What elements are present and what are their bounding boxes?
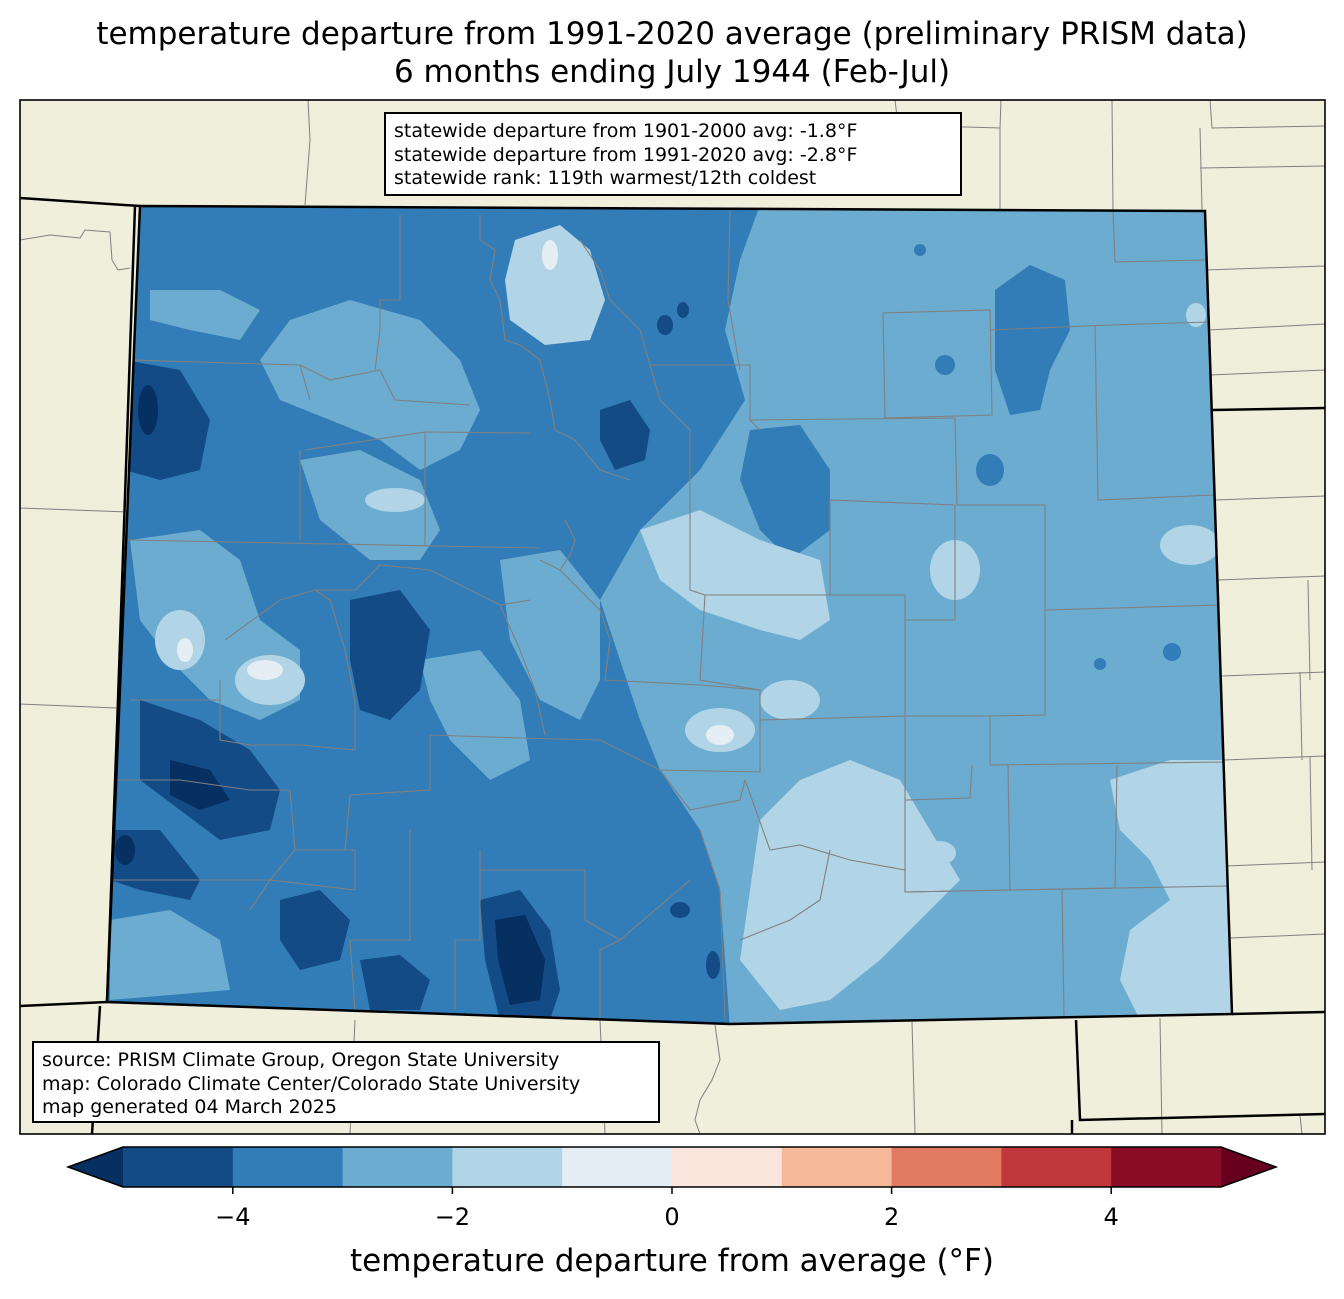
stats-rank: statewide rank: 119th warmest/12th colde… [394, 167, 817, 189]
temperature-departure-field [107, 206, 1232, 1024]
anomaly-spot-minus-2-i [1186, 303, 1206, 327]
colorbar-bin-5 [672, 1147, 783, 1187]
anomaly-band-minus-4-to-minus-3-northeast [995, 265, 1070, 415]
colorbar-bin-4 [562, 1147, 673, 1187]
anomaly-spot-minus-3-b [935, 355, 955, 375]
colorbar-bin-9 [1111, 1147, 1222, 1187]
colorbar-bin-8 [1001, 1147, 1112, 1187]
statewide-stats-box: statewide departure from 1901-2000 avg: … [384, 112, 962, 196]
map-area [20, 100, 1325, 1134]
anomaly-spot-below-minus-4-d [670, 902, 690, 918]
colorbar-bin-0 [123, 1147, 234, 1187]
anomaly-band-below-minus-4-south-central [280, 890, 350, 970]
anomaly-spot-below-minus-5-a [138, 385, 158, 435]
anomaly-spot-minus-2-c [760, 680, 820, 720]
anomaly-band-below-minus-5-southwest [170, 760, 230, 810]
colorbar-bin-2 [342, 1147, 453, 1187]
anomaly-band-below-minus-4-south [360, 955, 430, 1010]
anomaly-band-below-minus-4-front-range [600, 400, 650, 470]
anomaly-spot-minus-3-e [914, 244, 926, 256]
anomaly-band-minus-3-to-minus-2-southwest [110, 910, 230, 1000]
source-line: source: PRISM Climate Group, Oregon Stat… [42, 1049, 560, 1071]
anomaly-spot-minus-1-b [706, 725, 734, 745]
anomaly-band-minus-3-to-minus-2-northwest [150, 290, 260, 340]
anomaly-band-minus-2-to-minus-1-northeast-plains [640, 510, 830, 640]
anomaly-band-minus-4-to-minus-3-front-range [740, 425, 830, 560]
map-title-line2: 6 months ending July 1944 (Feb-Jul) [393, 54, 951, 90]
anomaly-band-minus-2-to-minus-1-far-southeast [1110, 760, 1232, 1020]
colorbar [65, 1146, 1279, 1194]
colorbar-under-arrow [68, 1147, 123, 1187]
anomaly-spot-below-minus-4-c [706, 951, 720, 979]
anomaly-band-below-minus-4-san-juans [350, 590, 430, 720]
anomaly-spot-minus-2-f [155, 610, 205, 670]
colorbar-bin-1 [232, 1147, 344, 1187]
map-credit-line: map: Colorado Climate Center/Colorado St… [42, 1072, 581, 1095]
generated-date-line: map generated 04 March 2025 [42, 1096, 337, 1118]
anomaly-band-minus-2-to-minus-1-north-park [505, 225, 605, 345]
anomaly-spot-minus-2-g [365, 488, 425, 512]
anomaly-band-minus-3-to-minus-2-south-central [420, 650, 530, 780]
anomaly-spot-below-minus-4-a [657, 315, 673, 335]
colorbar-bin-6 [781, 1147, 893, 1187]
anomaly-spot-below-minus-4-b [677, 302, 689, 318]
colorbar-over-arrow [1221, 1147, 1276, 1187]
map-frame [19, 99, 1326, 1135]
anomaly-spot-minus-2-h [924, 841, 956, 865]
colorado-county-lines [110, 209, 1229, 1021]
anomaly-band-below-minus-5-sangre-de-cristo [495, 915, 545, 1005]
colorbar-tick-label: 0 [664, 1203, 680, 1231]
anomaly-band-minus-3-to-minus-2-interior [260, 300, 480, 470]
anomaly-spot-minus-2-b [1160, 525, 1220, 565]
anomaly-spot-below-minus-5-b [115, 835, 135, 865]
source-credits-box: source: PRISM Climate Group, Oregon Stat… [32, 1041, 660, 1123]
colorado-border [105, 204, 1234, 1026]
colorbar-tick-label: 4 [1103, 1203, 1119, 1231]
anomaly-spot-minus-3-c [1163, 643, 1181, 661]
anomaly-spot-minus-1-c [247, 660, 283, 680]
colorbar-tick-label: −2 [434, 1203, 471, 1231]
anomaly-band-minus-3-to-minus-2-san-luis [500, 550, 600, 720]
colorbar-bin-7 [891, 1147, 1002, 1187]
map-title-line1: temperature departure from 1991-2020 ave… [96, 16, 1248, 52]
anomaly-spot-minus-1-a [542, 240, 558, 270]
stats-departure-1901-2000: statewide departure from 1901-2000 avg: … [394, 120, 858, 142]
colorbar-outline [65, 1146, 1279, 1188]
anomaly-spot-minus-3-a [976, 454, 1004, 486]
colorbar-tick-label: −4 [215, 1203, 251, 1231]
stats-departure-1991-2020: statewide departure from 1991-2020 avg: … [394, 143, 858, 166]
colorbar-bin-3 [452, 1147, 563, 1187]
anomaly-spot-minus-1-d [177, 638, 193, 662]
colorbar-tick-label: 2 [883, 1203, 900, 1231]
anomaly-spot-minus-3-d [1094, 658, 1106, 670]
colorbar-label: temperature departure from average (°F) [350, 1243, 994, 1279]
